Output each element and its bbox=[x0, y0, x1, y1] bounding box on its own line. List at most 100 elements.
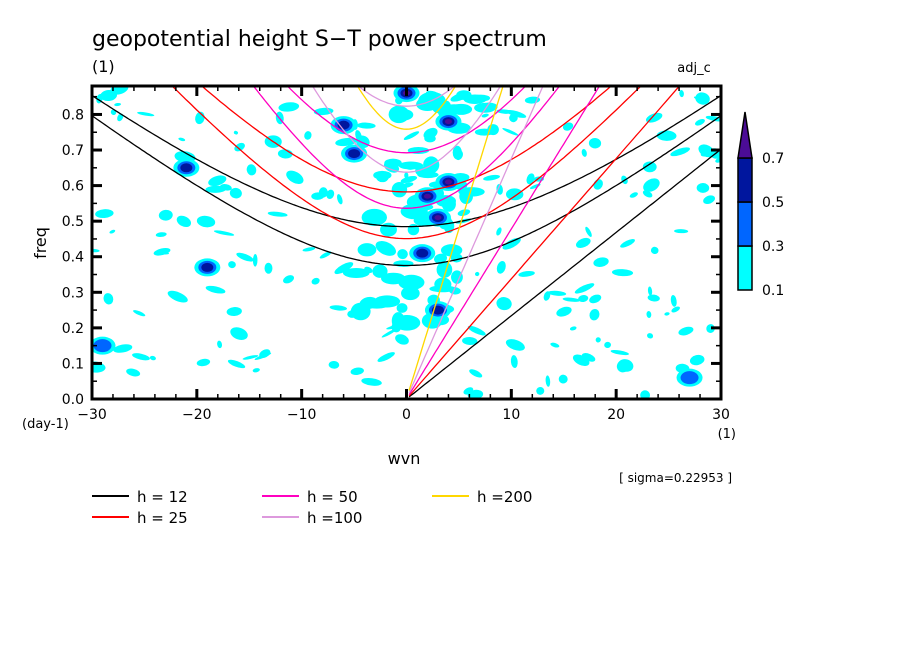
contour-level-0.1 bbox=[400, 175, 418, 184]
contour-level-0.1 bbox=[158, 209, 173, 221]
contour-level-0.1 bbox=[278, 102, 300, 112]
legend-label-h50: h = 50 bbox=[307, 488, 358, 506]
contour-level-0.1 bbox=[155, 232, 167, 237]
contour-level-0.1 bbox=[589, 294, 602, 304]
contour-level-0.1 bbox=[384, 158, 402, 168]
contour-level-0.1 bbox=[318, 187, 328, 198]
x-tick-label: 30 bbox=[712, 407, 730, 423]
contour-level-0.1 bbox=[442, 104, 467, 115]
colorbar-label: 0.7 bbox=[762, 151, 784, 167]
contour-level-0.1 bbox=[252, 254, 258, 267]
contour-level-0.1 bbox=[319, 251, 332, 259]
contour-level-0.1 bbox=[342, 267, 370, 278]
contour-level-0.1 bbox=[656, 130, 677, 141]
contour-level-0.1 bbox=[679, 90, 684, 98]
dispersion-curve-h100-kelvin bbox=[408, 86, 544, 394]
dispersion-curve-h50-ig2 bbox=[286, 86, 527, 154]
colorbar-segment bbox=[737, 245, 753, 291]
contour-level-0.1 bbox=[234, 142, 245, 152]
contour-level-0.1 bbox=[593, 257, 609, 267]
contour-level-0.1 bbox=[126, 368, 141, 377]
contour-level-0.1 bbox=[429, 285, 456, 293]
contour-level-0.1 bbox=[670, 147, 690, 157]
contour-level-0.1 bbox=[650, 246, 659, 255]
contour-level-0.1 bbox=[703, 195, 715, 205]
dispersion-curve-h25-ig2 bbox=[200, 86, 613, 193]
contour-level-0.1 bbox=[578, 295, 589, 303]
contour-level-0.1 bbox=[574, 283, 595, 294]
legend-label-h25: h = 25 bbox=[137, 509, 188, 527]
contour-level-0.1 bbox=[610, 349, 629, 356]
legend-label-h200: h =200 bbox=[477, 488, 532, 506]
contour-level-0.1 bbox=[311, 277, 320, 285]
x-tick-label: −30 bbox=[77, 407, 107, 423]
contour-level-0.1 bbox=[647, 286, 653, 296]
contour-level-0.1 bbox=[357, 243, 377, 257]
contour-level-0.1 bbox=[304, 131, 312, 140]
colorbar-label: 0.5 bbox=[762, 195, 784, 211]
y-axis-label: freq bbox=[31, 227, 50, 259]
contour-level-0.1 bbox=[196, 215, 216, 228]
contour-level-0.1 bbox=[167, 290, 188, 303]
contour-level-0.1 bbox=[496, 297, 512, 311]
contour-level-0.1 bbox=[696, 183, 710, 193]
contour-level-0.1 bbox=[227, 359, 246, 369]
y-unit-label: (day-1) bbox=[22, 417, 69, 432]
contour-level-0.1 bbox=[377, 352, 395, 362]
contour-level-0.1 bbox=[246, 164, 257, 176]
contour-level-0.1 bbox=[373, 170, 392, 180]
y-tick-label: 0.3 bbox=[62, 285, 84, 301]
contour-level-0.1 bbox=[670, 294, 677, 307]
colorbar-segment bbox=[737, 157, 753, 203]
contour-level-0.1 bbox=[469, 369, 483, 378]
contour-level-0.1 bbox=[356, 122, 376, 129]
contour-level-0.1 bbox=[375, 241, 396, 256]
contour-level-0.1 bbox=[642, 161, 657, 173]
contour-level-0.1 bbox=[483, 174, 500, 181]
contour-level-0.1 bbox=[510, 355, 518, 369]
contour-level-0.1 bbox=[562, 297, 580, 302]
contour-level-0.7 bbox=[444, 179, 452, 185]
contour-level-0.1 bbox=[547, 290, 567, 296]
y-tick-label: 0.7 bbox=[62, 143, 84, 159]
sigma-note: [ sigma=0.22953 ] bbox=[619, 471, 732, 485]
contour-level-0.1 bbox=[137, 111, 155, 117]
y-tick-label: 0.0 bbox=[62, 392, 84, 408]
contour-level-0.1 bbox=[550, 342, 560, 348]
contour-level-0.1 bbox=[647, 294, 660, 302]
contour-level-0.1 bbox=[334, 262, 354, 275]
contour-level-0.1 bbox=[481, 113, 489, 118]
contour-level-0.1 bbox=[506, 109, 527, 118]
dispersion-curve-h12-kelvin bbox=[408, 148, 721, 398]
contour-level-0.1 bbox=[496, 183, 503, 195]
contour-level-0.1 bbox=[556, 306, 572, 317]
contour-level-0.1 bbox=[229, 187, 242, 199]
legend-label-h100: h =100 bbox=[307, 509, 362, 527]
contour-level-0.1 bbox=[643, 178, 660, 192]
colorbar-segment bbox=[737, 201, 753, 247]
colorbar-label: 0.3 bbox=[762, 239, 784, 255]
y-axis: 0.0 0.1 0.2 0.3 0.4 0.5 0.6 0.7 0.8 bbox=[62, 95, 721, 408]
x-axis-label: wvn bbox=[388, 449, 421, 468]
contour-level-0.1 bbox=[372, 264, 388, 278]
contour-level-0.1 bbox=[154, 251, 169, 255]
contour-level-0.1 bbox=[205, 185, 227, 193]
colorbar: 0.1 0.3 0.5 0.7 bbox=[737, 111, 784, 299]
dispersion-curve-h50-ig1 bbox=[252, 86, 561, 209]
contour-level-0.7 bbox=[434, 215, 442, 221]
contour-level-0.1 bbox=[313, 107, 334, 116]
contour-level-0.1 bbox=[585, 226, 592, 237]
contour-level-0.1 bbox=[588, 138, 602, 149]
y-tick-label: 0.6 bbox=[62, 179, 84, 195]
contour-level-0.1 bbox=[328, 360, 340, 369]
contour-level-0.1 bbox=[350, 367, 364, 376]
contour-level-0.1 bbox=[496, 261, 506, 274]
dispersion-curve-h25-ig1 bbox=[171, 86, 642, 240]
contour-level-0.1 bbox=[611, 269, 634, 277]
contour-level-0.5 bbox=[180, 163, 193, 173]
x-unit-label: (1) bbox=[718, 427, 736, 442]
contour-level-0.1 bbox=[236, 252, 254, 262]
dispersion-curve-h50-kelvin bbox=[408, 86, 601, 396]
contour-level-0.1 bbox=[463, 94, 487, 104]
contour-level-0.1 bbox=[347, 310, 357, 318]
